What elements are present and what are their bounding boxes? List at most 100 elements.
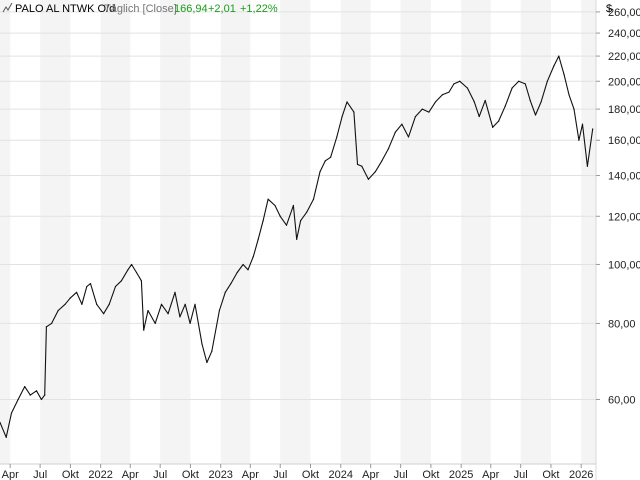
x-tick-label: Okt — [542, 469, 559, 480]
chart-header: PALO AL NTWK O/d Täglich [Close] 166,94 … — [2, 2, 612, 15]
x-tick-label: Jul — [33, 469, 47, 480]
data-point — [0, 421, 1, 424]
chart-line-icon — [2, 2, 13, 13]
quarter-band — [220, 0, 251, 464]
price-change-percent: +1,22% — [240, 3, 278, 15]
x-tick-label: Okt — [182, 469, 199, 480]
data-point — [473, 101, 475, 103]
x-tick-label: 2026 — [569, 469, 593, 480]
data-point — [86, 285, 88, 288]
data-point — [130, 263, 133, 266]
data-point — [529, 99, 531, 102]
data-point — [540, 101, 542, 103]
y-tick-label: 180,00 — [608, 104, 640, 116]
data-point — [492, 126, 494, 128]
data-point — [511, 87, 513, 89]
data-point — [194, 303, 196, 305]
x-tick-label: Okt — [422, 469, 439, 480]
y-tick-label: 100,00 — [608, 259, 640, 271]
data-point — [154, 322, 156, 325]
data-point — [51, 322, 53, 325]
data-point — [184, 303, 186, 305]
y-axis-ticks: 60,00 80,00 100,00 120,00 140,00 160,00 180,00… — [596, 7, 640, 406]
data-point — [329, 156, 332, 158]
data-point — [356, 163, 359, 166]
data-point — [76, 291, 78, 293]
quarter-band — [340, 0, 371, 464]
x-tick-label: Jul — [273, 469, 287, 480]
data-point — [498, 120, 500, 122]
data-point — [546, 80, 548, 82]
x-tick-label: 2024 — [329, 469, 353, 480]
data-point — [387, 148, 390, 150]
data-point — [568, 94, 570, 96]
x-tick-label: Jul — [394, 469, 408, 480]
quarter-band — [461, 0, 491, 464]
quarter-band — [100, 0, 131, 464]
x-tick-label: Apr — [362, 469, 379, 480]
data-point — [262, 220, 264, 222]
y-tick-label: 260,00 — [608, 7, 640, 19]
data-point — [504, 105, 506, 107]
data-point — [592, 128, 594, 130]
data-point — [341, 115, 343, 118]
data-point — [103, 313, 105, 315]
data-point — [236, 271, 238, 274]
data-point — [524, 83, 526, 85]
y-tick-label: 120,00 — [608, 211, 640, 223]
data-point — [140, 280, 143, 282]
x-tick-label: Apr — [482, 469, 499, 480]
data-point — [201, 343, 203, 345]
data-point — [466, 87, 468, 89]
x-tick-label: Jul — [153, 469, 167, 480]
data-point — [81, 303, 83, 305]
price-change: +2,01 — [208, 3, 236, 15]
x-tick-label: Apr — [122, 469, 139, 480]
data-point — [306, 211, 308, 213]
data-point — [434, 101, 437, 103]
quarter-band — [581, 0, 596, 464]
y-tick-label: 240,00 — [608, 28, 640, 40]
data-point — [120, 280, 122, 282]
data-point — [135, 271, 138, 274]
data-point — [336, 136, 338, 138]
x-tick-label: 2023 — [208, 469, 232, 480]
data-point — [553, 65, 555, 67]
data-point — [44, 394, 46, 396]
data-point — [296, 238, 298, 240]
data-point — [108, 303, 110, 305]
data-point — [573, 108, 575, 110]
data-point — [453, 83, 455, 85]
data-point — [534, 114, 537, 116]
data-point — [252, 256, 254, 258]
quarter-band — [160, 0, 191, 464]
data-point — [324, 160, 326, 162]
quarter-bands — [0, 0, 596, 464]
quarter-band — [520, 0, 551, 464]
data-point — [247, 269, 249, 271]
data-point — [428, 111, 430, 113]
data-point — [35, 390, 38, 392]
x-tick-label: Okt — [302, 469, 319, 480]
data-point — [381, 160, 383, 162]
data-point — [57, 309, 59, 312]
data-point — [586, 165, 589, 167]
data-point — [242, 263, 244, 266]
x-tick-label: 2025 — [449, 469, 473, 480]
data-point — [448, 91, 450, 93]
data-point — [558, 55, 560, 57]
data-point — [478, 115, 480, 118]
data-point — [189, 322, 191, 325]
grid-lines — [0, 11, 596, 400]
data-point — [581, 123, 584, 125]
data-point — [10, 412, 13, 414]
data-point — [24, 385, 26, 388]
data-point — [421, 108, 423, 110]
data-point — [414, 115, 417, 118]
data-point — [167, 313, 169, 315]
series-points — [0, 55, 594, 438]
data-point — [224, 291, 226, 293]
x-tick-label: Okt — [62, 469, 79, 480]
y-tick-label: 200,00 — [608, 76, 640, 88]
data-point — [401, 123, 403, 125]
